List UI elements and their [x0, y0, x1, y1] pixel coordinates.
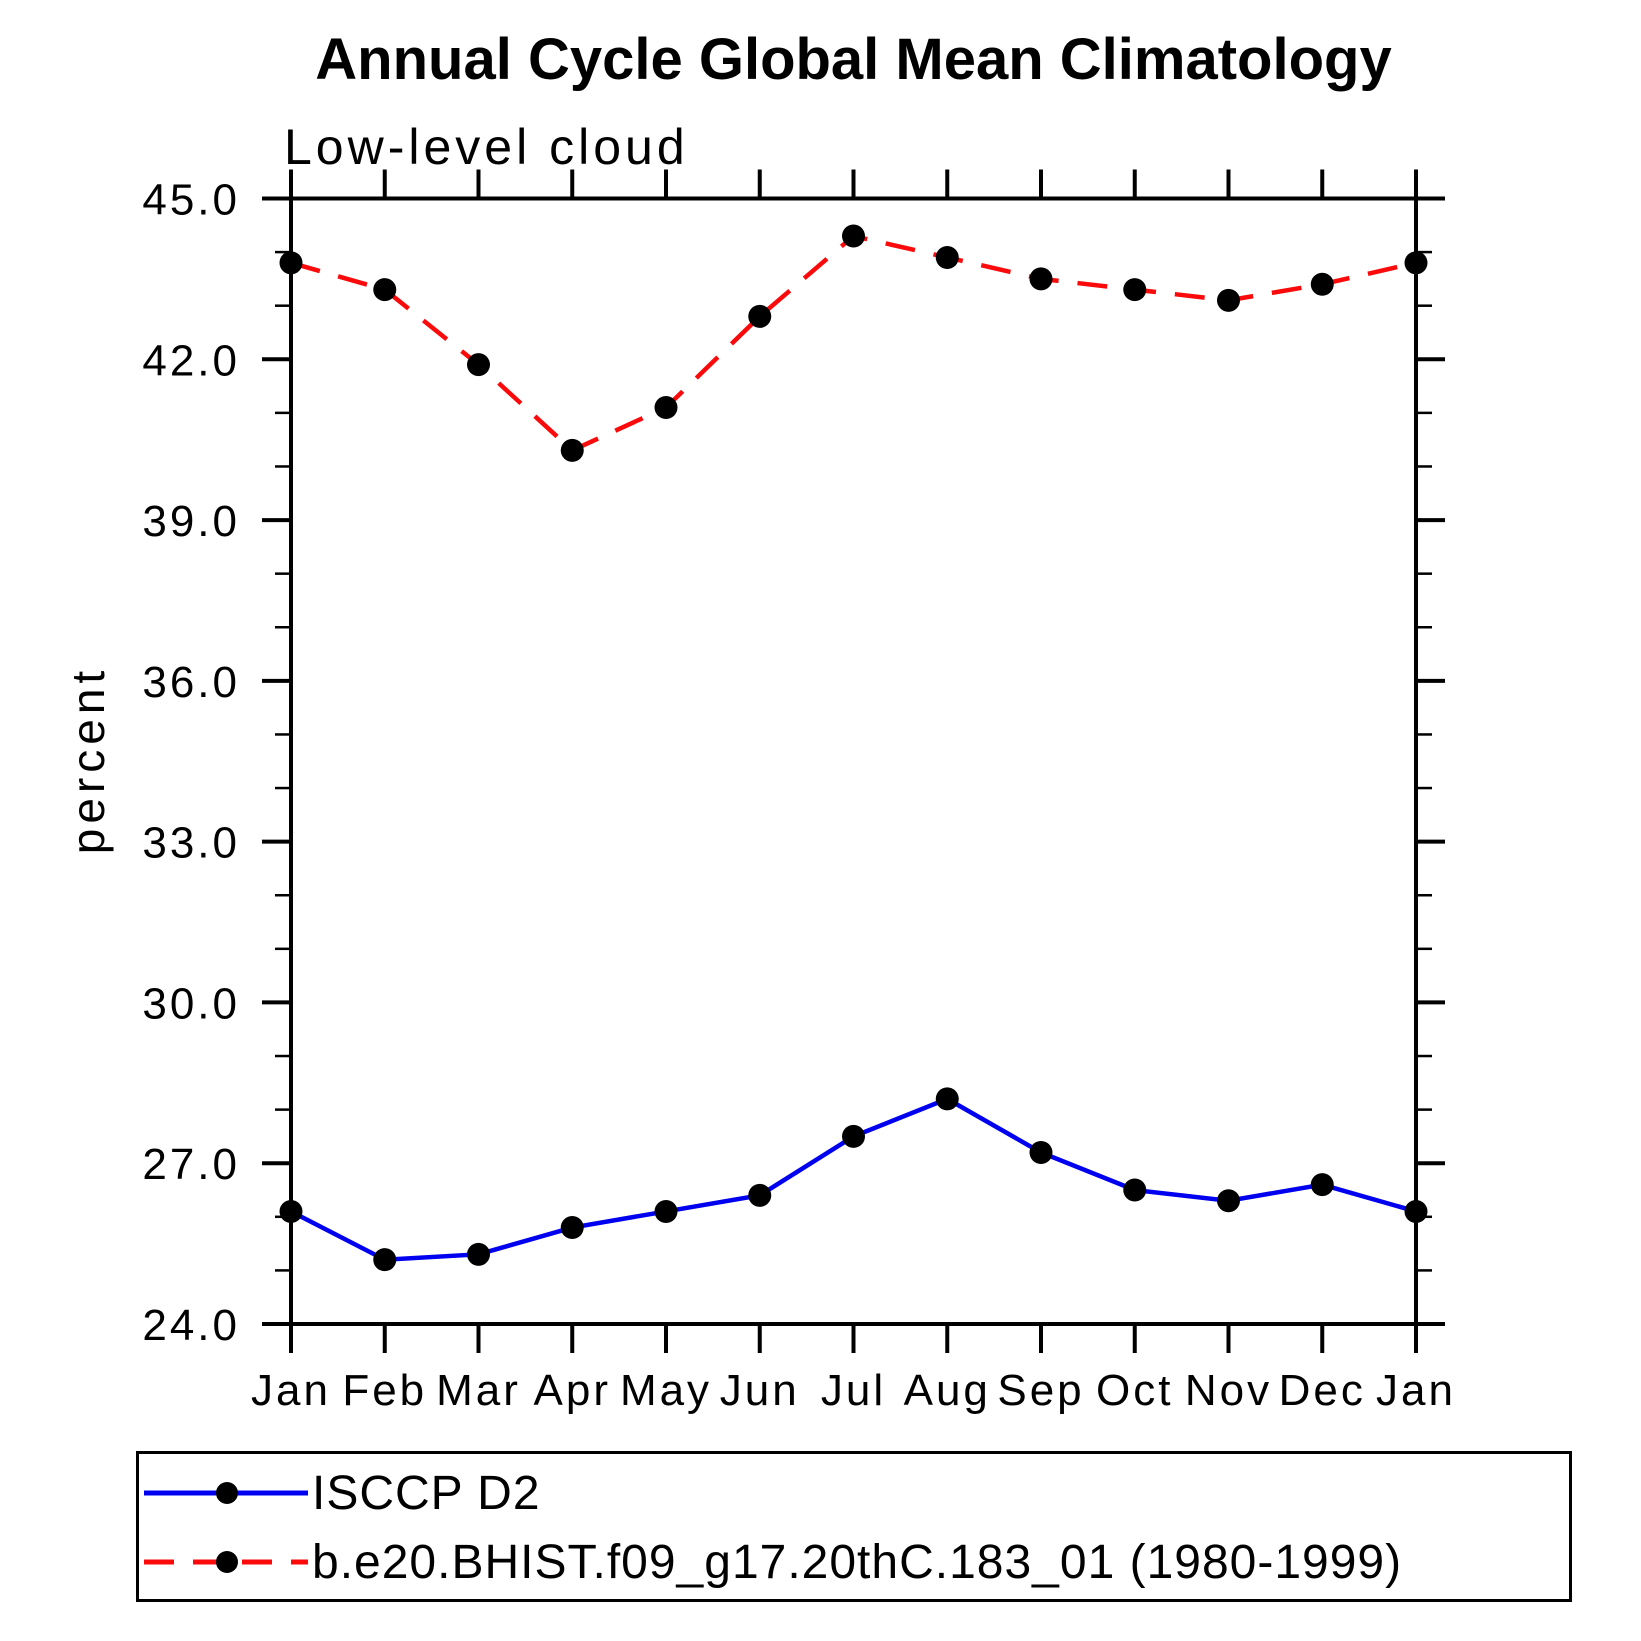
x-tick-label-7: Aug — [904, 1366, 991, 1415]
chart-subtitle: Low-level cloud — [284, 119, 689, 175]
data-point-s1-12 — [1404, 251, 1428, 275]
legend-label-isccp-d2: ISCCP D2 — [312, 1466, 541, 1520]
legend-marker-dot — [216, 1551, 238, 1573]
chart-title: Annual Cycle Global Mean Climatology — [315, 27, 1392, 92]
data-point-s1-10 — [1217, 288, 1240, 312]
data-point-s0-12 — [1404, 1199, 1428, 1223]
y-tick-label-4: 33.0 — [142, 819, 240, 868]
legend-swatch-canvas — [144, 1551, 308, 1573]
legend-marker-dot — [216, 1482, 238, 1504]
y-tick-label-6: 27.0 — [142, 1140, 240, 1189]
x-tick-label-3: Apr — [534, 1366, 611, 1415]
y-tick-label-3: 36.0 — [142, 658, 240, 707]
x-tick-label-12: Jan — [1376, 1366, 1456, 1415]
x-tick-label-10: Nov — [1185, 1366, 1272, 1415]
data-point-s0-11 — [1310, 1173, 1334, 1197]
y-tick-label-7: 24.0 — [142, 1301, 240, 1350]
y-tick-label-5: 30.0 — [142, 979, 240, 1028]
x-tick-label-1: Feb — [342, 1366, 427, 1415]
data-point-s1-4 — [654, 396, 678, 420]
x-tick-label-8: Sep — [997, 1366, 1084, 1415]
data-point-s0-2 — [467, 1242, 490, 1266]
series-line-1 — [290, 233, 1417, 454]
data-point-s1-9 — [1123, 278, 1147, 302]
data-point-s1-3 — [560, 438, 584, 462]
data-point-s0-10 — [1217, 1189, 1240, 1213]
legend-swatch-dashed-red-line — [142, 1525, 310, 1599]
data-point-s1-1 — [373, 278, 397, 302]
legend-swatch-canvas — [144, 1482, 308, 1504]
data-point-s1-6 — [842, 224, 865, 248]
data-point-s0-3 — [560, 1216, 584, 1240]
data-point-s0-0 — [279, 1199, 303, 1223]
data-point-s0-6 — [842, 1124, 865, 1148]
data-point-s1-11 — [1310, 272, 1334, 296]
x-tick-label-2: Mar — [436, 1366, 521, 1415]
x-tick-label-5: Jun — [720, 1366, 800, 1415]
series-line-0 — [289, 1096, 1417, 1262]
legend-box: ISCCP D2 b.e20.BHIST.f09_g17.20thC.183_0… — [136, 1451, 1572, 1602]
data-point-s1-5 — [748, 304, 772, 328]
data-point-s0-5 — [748, 1183, 772, 1207]
x-tick-label-6: Jul — [821, 1366, 886, 1415]
y-tick-label-2: 39.0 — [142, 497, 240, 546]
data-point-s1-0 — [279, 251, 303, 275]
y-tick-label-0: 45.0 — [142, 176, 240, 225]
legend-swatch-solid-blue-line — [142, 1456, 310, 1530]
x-tick-label-0: Jan — [251, 1366, 331, 1415]
plot-frame — [289, 196, 1418, 1326]
data-point-s0-9 — [1123, 1178, 1147, 1202]
legend-label-model-run: b.e20.BHIST.f09_g17.20thC.183_01 (1980-1… — [312, 1535, 1403, 1589]
data-point-s1-8 — [1029, 267, 1053, 291]
data-point-s1-7 — [935, 245, 959, 269]
y-tick-label-1: 42.0 — [142, 336, 240, 385]
legend-item-model-run: b.e20.BHIST.f09_g17.20thC.183_01 (1980-1… — [142, 1525, 1402, 1599]
x-tick-label-9: Oct — [1096, 1366, 1173, 1415]
data-point-s0-1 — [373, 1248, 397, 1272]
x-tick-label-4: May — [620, 1366, 712, 1415]
data-point-s0-4 — [654, 1199, 678, 1223]
data-point-s0-7 — [935, 1087, 959, 1111]
legend-item-isccp-d2: ISCCP D2 — [142, 1456, 541, 1530]
data-point-s0-8 — [1029, 1140, 1053, 1164]
x-tick-label-11: Dec — [1279, 1366, 1366, 1415]
data-point-s1-2 — [467, 353, 490, 377]
